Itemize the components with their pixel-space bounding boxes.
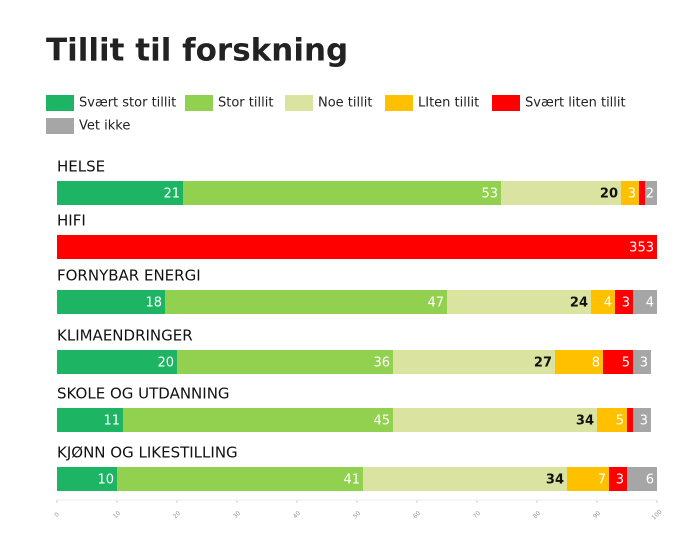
legend-label: Svært liten tillit xyxy=(525,96,626,111)
legend-swatch xyxy=(385,95,413,111)
bar-segment xyxy=(639,181,645,205)
legend-label: Svært stor tillit xyxy=(79,96,176,111)
data-label: 27 xyxy=(534,356,552,371)
data-label: 8 xyxy=(592,356,600,371)
x-tick-label: 0 xyxy=(53,511,61,519)
bar-segment xyxy=(615,290,633,314)
category-label: KJØNN OG LIKESTILLING xyxy=(57,444,238,462)
bar-segment xyxy=(603,350,633,374)
bar-segment xyxy=(57,181,183,205)
data-label: 3 xyxy=(640,414,648,429)
data-label: 34 xyxy=(576,414,594,429)
bar-segment xyxy=(393,350,555,374)
x-tick-label: 30 xyxy=(232,510,242,520)
data-label: 5 xyxy=(616,414,624,429)
x-tick-label: 20 xyxy=(172,510,182,520)
bar-segment xyxy=(57,408,123,432)
x-tick-label: 40 xyxy=(292,510,302,520)
data-label: 3 xyxy=(616,473,624,488)
bar-segment xyxy=(567,467,609,491)
category-label: HELSE xyxy=(57,158,105,176)
bar-segment xyxy=(501,181,621,205)
category-label: KLIMAENDRINGER xyxy=(57,327,193,345)
data-label: 36 xyxy=(373,356,390,371)
data-label: 4 xyxy=(646,296,654,311)
bar-segment xyxy=(645,181,657,205)
data-label: 53 xyxy=(481,187,498,202)
data-label: 45 xyxy=(373,414,390,429)
x-tick-label: 60 xyxy=(412,510,422,520)
data-label: 24 xyxy=(570,296,588,311)
legend-swatch xyxy=(285,95,313,111)
data-label: 6 xyxy=(646,473,654,488)
bar-segment xyxy=(363,467,567,491)
bar-segment xyxy=(627,467,657,491)
data-label: 18 xyxy=(145,296,162,311)
bar-segment xyxy=(555,350,603,374)
bar-segment xyxy=(633,408,651,432)
bar-segment xyxy=(633,290,657,314)
data-label: 7 xyxy=(598,473,606,488)
bar-segment xyxy=(447,290,591,314)
x-tick-label: 70 xyxy=(472,510,482,520)
chart-title: Tillit til forskning xyxy=(46,33,348,69)
bar-segment xyxy=(57,290,165,314)
bar-segment xyxy=(393,408,597,432)
data-label: 3 xyxy=(640,356,648,371)
legend-swatch xyxy=(185,95,213,111)
bar-segment xyxy=(597,408,627,432)
data-label: 47 xyxy=(427,296,444,311)
data-label: 2 xyxy=(646,187,654,202)
data-label: 21 xyxy=(163,187,180,202)
data-label: 5 xyxy=(622,356,630,371)
bar-segment xyxy=(609,467,627,491)
legend-label: LIten tillit xyxy=(418,96,479,111)
bar-segment xyxy=(57,350,177,374)
bar-segment xyxy=(57,235,657,259)
bar-segment xyxy=(177,350,393,374)
data-label: 20 xyxy=(600,187,618,202)
x-tick-label: 50 xyxy=(352,510,362,520)
x-tick-label: 100 xyxy=(650,508,663,521)
bar-segment xyxy=(183,181,501,205)
data-label: 20 xyxy=(157,356,174,371)
bar-segment xyxy=(621,181,639,205)
data-label: 3 xyxy=(622,296,630,311)
bar-segment xyxy=(591,290,615,314)
data-label: 4 xyxy=(604,296,612,311)
data-label: 3 xyxy=(628,187,636,202)
legend-label: Vet ikke xyxy=(79,119,130,134)
category-label: FORNYBAR ENERGI xyxy=(57,267,201,285)
legend-swatch xyxy=(46,118,74,134)
data-label: 11 xyxy=(103,414,120,429)
category-label: HIFI xyxy=(57,212,86,230)
bar-segment xyxy=(57,467,117,491)
x-tick-label: 10 xyxy=(112,510,122,520)
bar-segment xyxy=(633,350,651,374)
x-tick-label: 80 xyxy=(532,510,542,520)
data-label: 353 xyxy=(629,241,654,256)
data-label: 34 xyxy=(546,473,564,488)
legend-label: Noe tillit xyxy=(318,96,372,111)
category-label: SKOLE OG UTDANNING xyxy=(57,385,230,403)
bar-segment xyxy=(627,408,633,432)
legend-swatch xyxy=(46,95,74,111)
data-label: 10 xyxy=(97,473,114,488)
x-tick-label: 90 xyxy=(592,510,602,520)
bar-segment xyxy=(117,467,363,491)
plot-area xyxy=(57,181,657,491)
legend-label: Stor tillit xyxy=(218,96,273,111)
bar-segment xyxy=(165,290,447,314)
bar-segment xyxy=(123,408,393,432)
legend-swatch xyxy=(492,95,520,111)
data-label: 41 xyxy=(343,473,360,488)
